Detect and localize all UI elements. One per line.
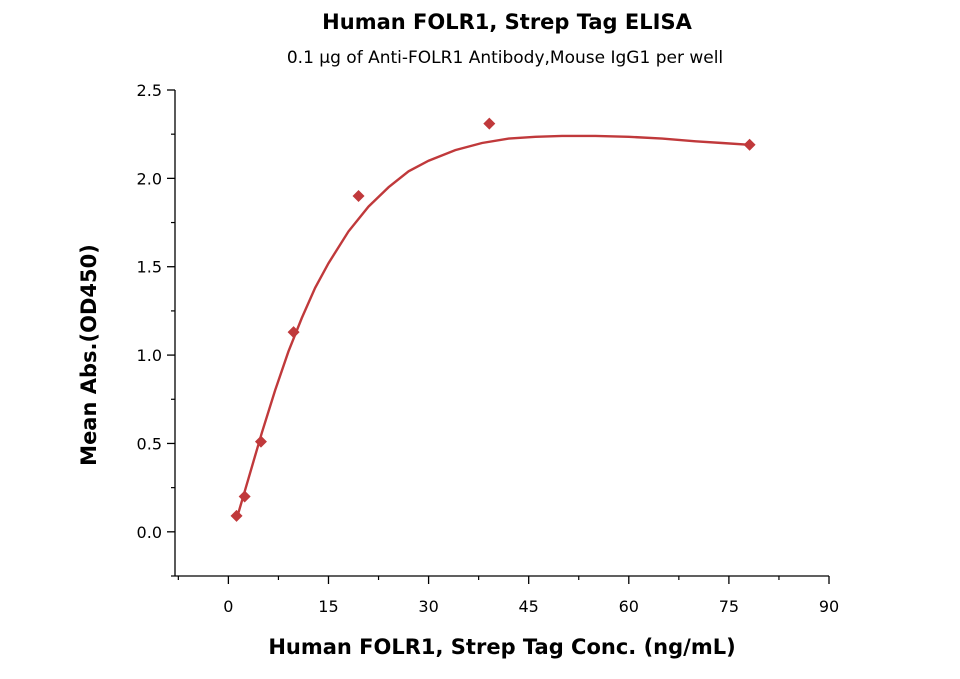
x-tick-label: 45 (519, 597, 539, 616)
x-tick-label: 90 (819, 597, 839, 616)
data-points (230, 117, 756, 522)
y-tick-label: 0.5 (137, 434, 162, 453)
x-tick-label: 0 (223, 597, 233, 616)
x-tick-label: 60 (619, 597, 639, 616)
chart-title: Human FOLR1, Strep Tag ELISA (322, 10, 692, 34)
x-tick-label: 30 (418, 597, 438, 616)
y-ticks: 0.0 0.5 1.0 1.5 2.0 2.5 (137, 81, 175, 577)
data-point (352, 190, 365, 203)
fit-curve (235, 134, 750, 520)
data-point (254, 435, 267, 448)
data-point (743, 138, 756, 151)
x-ticks: 0 15 30 45 60 75 90 (177, 576, 839, 616)
chart-subtitle: 0.1 µg of Anti-FOLR1 Antibody,Mouse IgG1… (287, 48, 723, 68)
data-point (230, 509, 243, 522)
data-point (483, 117, 496, 130)
x-tick-label: 75 (719, 597, 739, 616)
y-tick-label: 1.5 (137, 258, 162, 277)
x-axis-label: Human FOLR1, Strep Tag Conc. (ng/mL) (268, 635, 735, 659)
data-point (287, 326, 300, 339)
axes: 0.0 0.5 1.0 1.5 2.0 2.5 0 15 30 45 60 75 90 (137, 81, 840, 616)
y-axis-label: Mean Abs.(OD450) (77, 244, 101, 466)
data-point (238, 490, 251, 503)
y-tick-label: 1.0 (137, 346, 162, 365)
y-tick-label: 2.0 (137, 169, 162, 188)
y-tick-label: 2.5 (137, 81, 162, 100)
y-tick-label: 0.0 (137, 523, 162, 542)
x-tick-label: 15 (318, 597, 338, 616)
